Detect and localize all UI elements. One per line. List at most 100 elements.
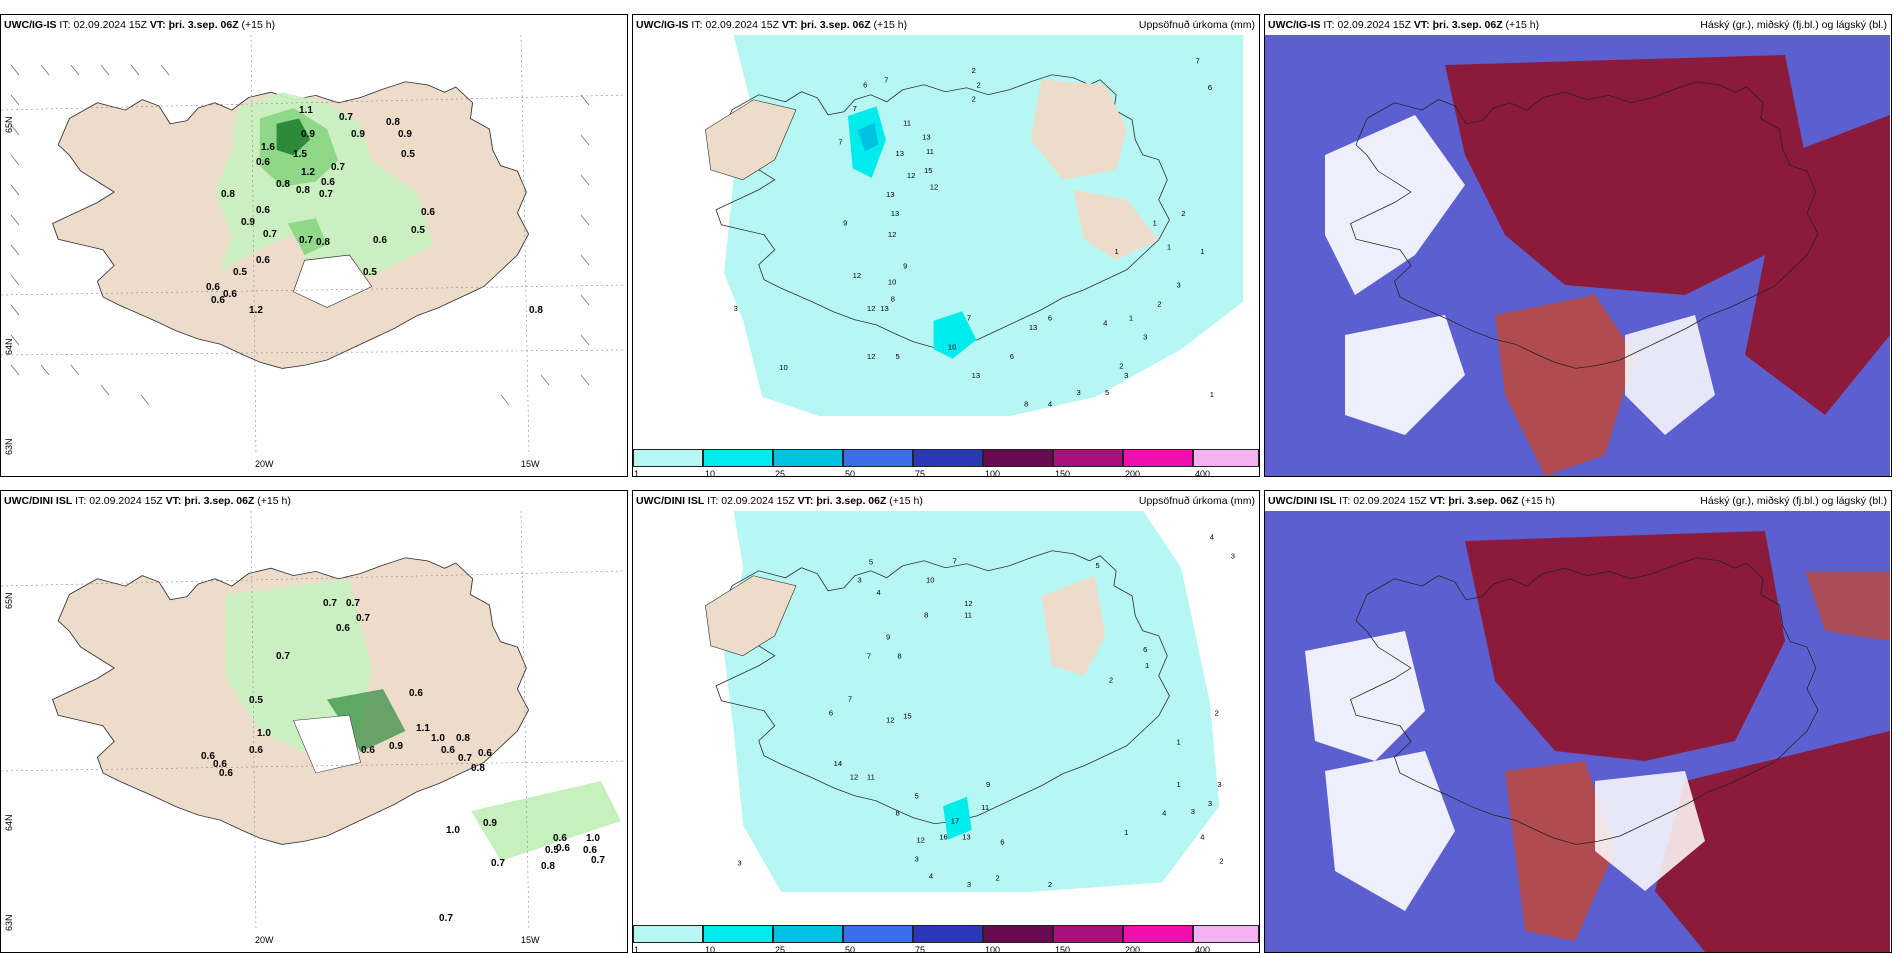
svg-text:0.9: 0.9 (351, 129, 365, 140)
panel-wind-igis: UWC/IG-IS IT: 02.09.2024 15Z VT: þri. 3.… (0, 14, 628, 477)
svg-text:2: 2 (1157, 299, 1161, 308)
svg-text:0.8: 0.8 (221, 189, 235, 200)
panel-header: UWC/IG-IS IT: 02.09.2024 15Z VT: þri. 3.… (636, 19, 908, 31)
colorbar-cell (983, 449, 1053, 467)
svg-text:0.6: 0.6 (206, 282, 220, 293)
svg-text:0.6: 0.6 (211, 295, 225, 306)
panel-header: UWC/DINI ISL IT: 02.09.2024 15Z VT: þri.… (1268, 495, 1555, 507)
panel-header: UWC/IG-IS IT: 02.09.2024 15Z VT: þri. 3.… (4, 19, 276, 31)
svg-text:5: 5 (869, 557, 873, 566)
wind-map: 1.1 0.7 0.8 0.9 0.9 0.9 0.5 1.6 0.6 1.5 … (1, 35, 626, 455)
colorbar-cell (1123, 925, 1193, 943)
svg-text:10: 10 (948, 342, 956, 351)
svg-text:4: 4 (1048, 399, 1053, 408)
svg-text:8: 8 (896, 809, 900, 818)
svg-text:16: 16 (939, 833, 947, 842)
precip-title: Uppsöfnuð úrkoma (mm) (1138, 19, 1255, 31)
svg-text:9: 9 (843, 218, 847, 227)
svg-text:0.6: 0.6 (223, 289, 237, 300)
svg-text:3: 3 (967, 880, 971, 889)
lat-label-64: 64N (4, 338, 14, 355)
svg-text:9: 9 (986, 780, 990, 789)
svg-text:4: 4 (1162, 809, 1167, 818)
svg-text:2: 2 (976, 80, 980, 89)
svg-text:0.6: 0.6 (441, 745, 455, 756)
panel-precip-igis: UWC/IG-IS IT: 02.09.2024 15Z VT: þri. 3.… (632, 14, 1260, 477)
svg-text:2: 2 (1119, 361, 1123, 370)
panel-header: UWC/IG-IS IT: 02.09.2024 15Z VT: þri. 3.… (1268, 19, 1540, 31)
svg-text:13: 13 (891, 209, 899, 218)
cloud-title: Háský (gr.), miðský (fj.bl.) og lágský (… (1700, 495, 1887, 507)
svg-text:3: 3 (1176, 280, 1180, 289)
panel-clouds-igis: UWC/IG-IS IT: 02.09.2024 15Z VT: þri. 3.… (1264, 14, 1892, 477)
svg-text:2: 2 (996, 874, 1000, 883)
precip-map: 6 7 2 2 11 13 11 13 15 12 12 13 13 12 12… (647, 35, 1244, 435)
colorbar-cell (1053, 449, 1123, 467)
svg-text:11: 11 (964, 611, 972, 620)
svg-text:6: 6 (829, 709, 833, 718)
svg-text:3: 3 (1076, 388, 1080, 397)
svg-text:7: 7 (853, 104, 857, 113)
svg-text:11: 11 (926, 147, 934, 156)
svg-text:3: 3 (857, 575, 861, 584)
colorbar-cell (983, 925, 1053, 943)
svg-text:0.5: 0.5 (411, 225, 425, 236)
svg-text:0.8: 0.8 (471, 763, 485, 774)
svg-text:7: 7 (867, 652, 871, 661)
lat-label-65: 65N (4, 592, 14, 609)
svg-text:12: 12 (850, 773, 858, 782)
svg-text:0.7: 0.7 (591, 855, 605, 866)
wind-values: 1.1 0.7 0.8 0.9 0.9 0.9 0.5 1.6 0.6 1.5 … (206, 105, 543, 316)
svg-text:2: 2 (972, 66, 976, 75)
svg-text:3: 3 (737, 858, 741, 867)
svg-text:0.7: 0.7 (339, 112, 353, 123)
lon-label-20: 20W (255, 935, 274, 945)
svg-text:0.9: 0.9 (241, 217, 255, 228)
colorbar-cell (1193, 925, 1259, 943)
svg-text:5: 5 (896, 352, 900, 361)
svg-text:0.6: 0.6 (213, 759, 227, 770)
svg-text:0.8: 0.8 (276, 179, 290, 190)
svg-text:1: 1 (1210, 390, 1214, 399)
svg-text:7: 7 (848, 694, 852, 703)
svg-text:0.6: 0.6 (256, 205, 270, 216)
wind-map: 0.7 0.7 0.7 0.6 0.7 0.5 0.6 1.0 0.6 0.6 … (1, 511, 626, 931)
svg-text:4: 4 (1103, 318, 1108, 327)
colorbar-cell (703, 925, 773, 943)
svg-text:0.6: 0.6 (321, 177, 335, 188)
lat-label-63: 63N (4, 438, 14, 455)
svg-text:5: 5 (1096, 561, 1100, 570)
svg-text:9: 9 (886, 633, 890, 642)
svg-text:0.5: 0.5 (401, 149, 415, 160)
svg-text:0.7: 0.7 (319, 189, 333, 200)
svg-text:0.7: 0.7 (439, 913, 453, 924)
precip-title: Uppsöfnuð úrkoma (mm) (1138, 495, 1255, 507)
svg-text:4: 4 (1210, 533, 1215, 542)
svg-text:13: 13 (972, 371, 980, 380)
svg-text:0.8: 0.8 (529, 305, 543, 316)
colorbar-cell (913, 449, 983, 467)
svg-text:1: 1 (1124, 828, 1128, 837)
svg-text:4: 4 (876, 588, 881, 597)
lon-label-15: 15W (521, 459, 540, 469)
svg-text:0.5: 0.5 (363, 267, 377, 278)
svg-text:1.1: 1.1 (299, 105, 313, 116)
panel-precip-dini: UWC/DINI ISL IT: 02.09.2024 15Z VT: þri.… (632, 490, 1260, 953)
svg-text:13: 13 (896, 149, 904, 158)
svg-text:3: 3 (1231, 552, 1235, 561)
svg-text:12: 12 (888, 230, 896, 239)
svg-text:3: 3 (1143, 333, 1147, 342)
svg-text:4: 4 (929, 872, 934, 881)
svg-text:8: 8 (891, 295, 895, 304)
svg-text:0.7: 0.7 (458, 753, 472, 764)
svg-text:10: 10 (926, 575, 934, 584)
svg-text:11: 11 (903, 118, 911, 127)
panel-wind-dini: UWC/DINI ISL IT: 02.09.2024 15Z VT: þri.… (0, 490, 628, 953)
svg-text:13: 13 (1029, 323, 1037, 332)
svg-text:1: 1 (1176, 780, 1180, 789)
svg-text:1.0: 1.0 (586, 833, 600, 844)
svg-text:13: 13 (886, 190, 894, 199)
svg-text:0.8: 0.8 (386, 117, 400, 128)
svg-text:0.6: 0.6 (336, 623, 350, 634)
colorbar-cell (773, 449, 843, 467)
